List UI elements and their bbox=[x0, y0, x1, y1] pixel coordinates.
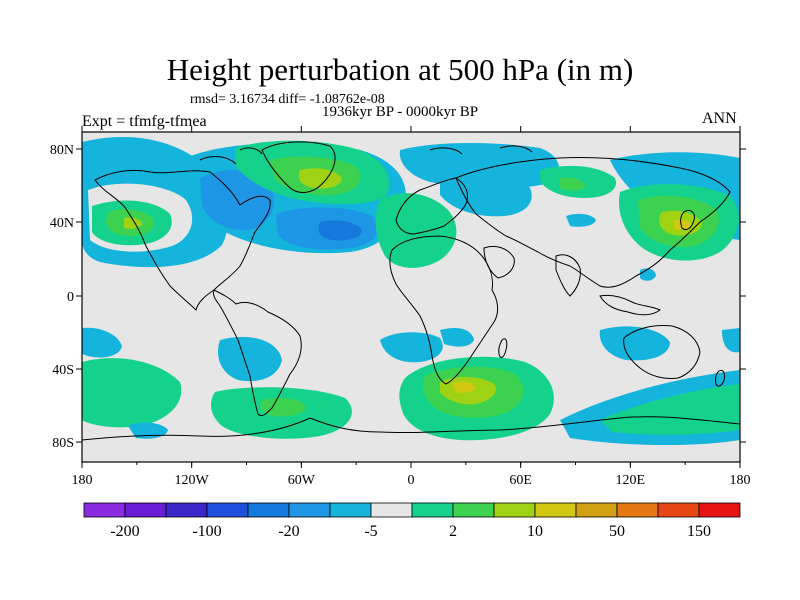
coastline-north-america bbox=[94, 169, 271, 311]
lat-tick-label: 40N bbox=[50, 216, 74, 231]
colorbar-swatch bbox=[657, 502, 700, 518]
coastline-africa bbox=[389, 235, 499, 385]
axis-labels: 180 120W 60W 0 60E 120E 180 80N 40N 0 40S 80S bbox=[50, 143, 751, 488]
contour-region bbox=[452, 381, 476, 393]
coastline-antarctica bbox=[82, 416, 740, 441]
colorbar-swatch bbox=[575, 502, 618, 518]
contour-region bbox=[82, 358, 182, 428]
colorbar-swatch bbox=[534, 502, 577, 518]
colorbar-swatch bbox=[165, 502, 208, 518]
lon-tick-label: 60W bbox=[288, 473, 316, 488]
lon-tick-label: 0 bbox=[408, 473, 415, 488]
stats-text: rmsd= 3.16734 diff= -1.08762e-08 bbox=[190, 92, 385, 107]
colorbar-swatch bbox=[124, 502, 167, 518]
coastline-asia bbox=[455, 156, 731, 288]
colorbar-label: 10 bbox=[527, 523, 543, 540]
lon-tick-label: 60E bbox=[509, 473, 532, 488]
lat-tick-label: 40S bbox=[52, 363, 74, 378]
contour-region bbox=[124, 217, 142, 229]
contour-region bbox=[722, 328, 740, 353]
contour-region bbox=[380, 332, 443, 363]
colorbar-swatch bbox=[370, 502, 413, 518]
contour-region bbox=[298, 168, 342, 189]
coastline-indonesia bbox=[599, 295, 661, 316]
lat-tick-label: 80S bbox=[52, 436, 74, 451]
colorbar-swatch bbox=[83, 502, 126, 518]
colorbar: -200 -100 -20 -5 2 10 50 150 bbox=[83, 502, 741, 540]
experiment-label: Expt = tfmfg-tfmea bbox=[82, 113, 207, 130]
lon-tick-label: 120E bbox=[616, 473, 646, 488]
coastline-madagascar bbox=[498, 338, 508, 358]
coastline-greenland bbox=[261, 141, 336, 193]
axis-ticks bbox=[76, 126, 746, 468]
coastline-europe bbox=[395, 177, 469, 235]
coastline-japan bbox=[680, 209, 695, 231]
coastline-india bbox=[555, 254, 581, 297]
colorbar-swatch bbox=[616, 502, 659, 518]
season-label: ANN bbox=[702, 110, 737, 127]
coastline-south-america bbox=[213, 289, 302, 417]
colorbar-swatch bbox=[206, 502, 249, 518]
contour-region bbox=[600, 384, 740, 435]
contour-region bbox=[375, 193, 457, 268]
map-title: Height perturbation at 500 hPa (in m) bbox=[166, 52, 634, 87]
contour-region bbox=[82, 445, 740, 462]
colorbar-swatch bbox=[288, 502, 331, 518]
coastline-australia bbox=[623, 325, 701, 379]
colorbar-swatch bbox=[411, 502, 454, 518]
colorbar-label: 150 bbox=[687, 523, 711, 540]
contour-region bbox=[128, 422, 168, 439]
colorbar-label: -100 bbox=[192, 523, 221, 540]
colorbar-label: -20 bbox=[278, 523, 299, 540]
coastline-arabia bbox=[483, 245, 515, 279]
coastlines bbox=[82, 141, 740, 441]
colorbar-swatch bbox=[329, 502, 372, 518]
colorbar-label: 2 bbox=[449, 523, 457, 540]
contour-region bbox=[218, 336, 282, 382]
contour-region bbox=[599, 326, 670, 361]
contour-region bbox=[440, 328, 474, 347]
lon-tick-label: 180 bbox=[72, 473, 93, 488]
contour-region bbox=[318, 220, 362, 241]
colorbar-label: 50 bbox=[609, 523, 625, 540]
contour-region bbox=[399, 143, 560, 189]
lat-tick-label: 0 bbox=[67, 290, 74, 305]
map-panel bbox=[81, 131, 741, 463]
colorbar-swatch bbox=[493, 502, 536, 518]
coastline-arctic-islands bbox=[199, 145, 533, 165]
contour-region bbox=[440, 171, 532, 217]
lon-tick-label: 120W bbox=[175, 473, 210, 488]
colorbar-swatch bbox=[452, 502, 495, 518]
lat-tick-label: 80N bbox=[50, 143, 74, 158]
contour-region bbox=[674, 219, 692, 231]
period-text: 1936kyr BP - 0000kyr BP bbox=[322, 104, 479, 120]
contour-region bbox=[560, 177, 586, 191]
contour-region bbox=[566, 213, 596, 227]
colorbar-swatch bbox=[247, 502, 290, 518]
colorbar-label: -200 bbox=[110, 523, 139, 540]
colorbar-label: -5 bbox=[364, 523, 377, 540]
lon-tick-label: 180 bbox=[730, 473, 751, 488]
contour-region bbox=[82, 327, 122, 358]
colorbar-swatch bbox=[698, 502, 741, 518]
contour-region bbox=[260, 398, 306, 417]
coastline-new-zealand bbox=[715, 369, 725, 387]
